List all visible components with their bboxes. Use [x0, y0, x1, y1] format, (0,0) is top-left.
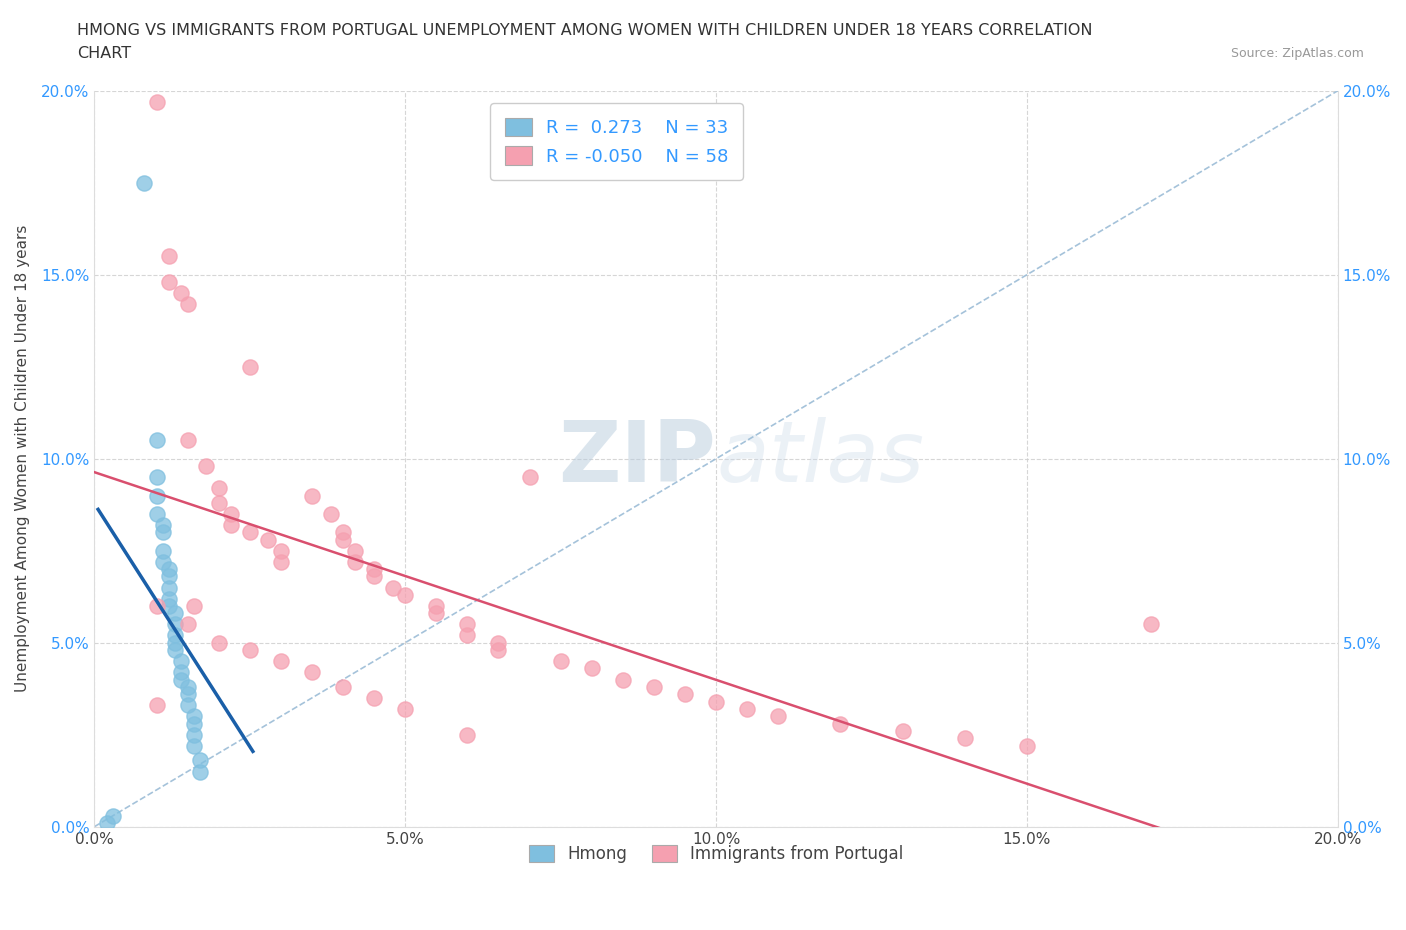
Point — [363, 562, 385, 577]
Point — [332, 532, 354, 547]
Point — [183, 716, 205, 731]
Point — [96, 816, 118, 830]
Point — [157, 274, 180, 289]
Point — [394, 701, 416, 716]
Point — [643, 680, 665, 695]
Point — [363, 569, 385, 584]
Point — [891, 724, 914, 738]
Point — [219, 507, 242, 522]
Point — [157, 591, 180, 606]
Legend: Hmong, Immigrants from Portugal: Hmong, Immigrants from Portugal — [522, 838, 910, 870]
Point — [239, 643, 262, 658]
Point — [183, 599, 205, 614]
Point — [301, 488, 323, 503]
Point — [170, 654, 193, 669]
Point — [332, 680, 354, 695]
Point — [735, 701, 758, 716]
Point — [456, 628, 478, 643]
Point — [165, 617, 187, 631]
Text: HMONG VS IMMIGRANTS FROM PORTUGAL UNEMPLOYMENT AMONG WOMEN WITH CHILDREN UNDER 1: HMONG VS IMMIGRANTS FROM PORTUGAL UNEMPL… — [77, 23, 1092, 38]
Point — [176, 680, 198, 695]
Point — [704, 694, 727, 709]
Point — [152, 554, 174, 569]
Point — [208, 635, 231, 650]
Text: Source: ZipAtlas.com: Source: ZipAtlas.com — [1230, 46, 1364, 60]
Point — [145, 470, 167, 485]
Point — [132, 175, 155, 190]
Point — [344, 543, 367, 558]
Point — [152, 543, 174, 558]
Point — [425, 599, 447, 614]
Point — [319, 507, 342, 522]
Point — [519, 470, 541, 485]
Point — [239, 525, 262, 539]
Point — [394, 588, 416, 603]
Point — [953, 731, 976, 746]
Point — [165, 605, 187, 620]
Point — [208, 496, 231, 511]
Point — [170, 665, 193, 680]
Point — [165, 628, 187, 643]
Point — [176, 297, 198, 312]
Point — [239, 359, 262, 374]
Point — [145, 94, 167, 109]
Point — [145, 698, 167, 712]
Point — [170, 672, 193, 687]
Text: atlas: atlas — [716, 418, 924, 500]
Point — [301, 665, 323, 680]
Text: CHART: CHART — [77, 46, 131, 61]
Point — [176, 686, 198, 701]
Point — [270, 554, 292, 569]
Point — [145, 488, 167, 503]
Point — [145, 599, 167, 614]
Point — [363, 690, 385, 705]
Point — [176, 432, 198, 447]
Point — [157, 249, 180, 264]
Point — [344, 554, 367, 569]
Point — [176, 617, 198, 631]
Point — [332, 525, 354, 539]
Point — [157, 599, 180, 614]
Point — [145, 507, 167, 522]
Point — [768, 709, 790, 724]
Point — [673, 686, 696, 701]
Point — [612, 672, 634, 687]
Y-axis label: Unemployment Among Women with Children Under 18 years: Unemployment Among Women with Children U… — [15, 225, 30, 693]
Point — [425, 605, 447, 620]
Point — [152, 517, 174, 532]
Point — [152, 525, 174, 539]
Point — [188, 753, 211, 768]
Point — [456, 727, 478, 742]
Point — [165, 643, 187, 658]
Point — [488, 643, 510, 658]
Point — [195, 458, 218, 473]
Point — [101, 808, 124, 823]
Point — [270, 543, 292, 558]
Point — [381, 580, 404, 595]
Point — [183, 738, 205, 753]
Point — [488, 635, 510, 650]
Point — [456, 617, 478, 631]
Point — [145, 432, 167, 447]
Point — [157, 562, 180, 577]
Point — [550, 654, 572, 669]
Text: ZIP: ZIP — [558, 418, 716, 500]
Point — [170, 286, 193, 300]
Point — [157, 569, 180, 584]
Point — [188, 764, 211, 779]
Point — [208, 481, 231, 496]
Point — [157, 580, 180, 595]
Point — [257, 532, 280, 547]
Point — [1140, 617, 1163, 631]
Point — [219, 517, 242, 532]
Point — [581, 661, 603, 676]
Point — [270, 654, 292, 669]
Point — [183, 727, 205, 742]
Point — [830, 716, 852, 731]
Point — [165, 635, 187, 650]
Point — [176, 698, 198, 712]
Point — [183, 709, 205, 724]
Point — [1015, 738, 1038, 753]
